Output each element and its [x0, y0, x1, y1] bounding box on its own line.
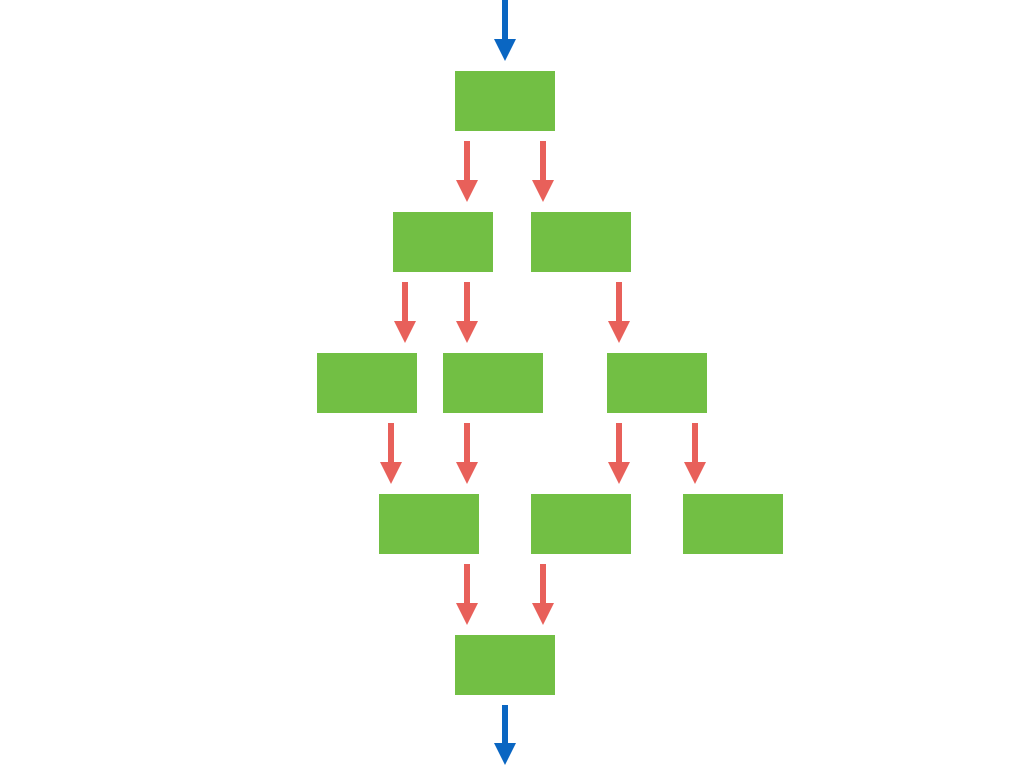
edge-arrow-n8-n10-shaft	[540, 564, 546, 604]
edge-arrow-n2-n5-head	[456, 321, 478, 343]
node-n4	[317, 353, 417, 413]
edge-arrow-n5-n7-shaft	[464, 423, 470, 463]
node-box-n4	[317, 353, 417, 413]
exit-arrow-shaft	[502, 705, 508, 744]
edge-arrow-n6-n8-shaft	[616, 423, 622, 463]
entry-arrow-head	[494, 39, 516, 61]
exit-arrow-head	[494, 743, 516, 765]
edge-arrow-n7-n10-head	[456, 603, 478, 625]
edge-arrow-n1-n2-shaft	[464, 141, 470, 181]
edge-arrow-n8-n10	[532, 564, 554, 625]
edge-arrow-n7-n10	[456, 564, 478, 625]
nodes-layer	[317, 71, 783, 695]
exit-arrow	[494, 705, 516, 765]
edge-arrow-n1-n3	[532, 141, 554, 202]
edge-arrow-n3-n6	[608, 282, 630, 343]
entry-arrow	[494, 0, 516, 61]
edge-arrow-n6-n8	[608, 423, 630, 484]
edge-arrow-n8-n10-head	[532, 603, 554, 625]
edge-arrow-n3-n6-head	[608, 321, 630, 343]
edge-arrow-n6-n8-head	[608, 462, 630, 484]
node-box-n9	[683, 494, 783, 554]
edge-arrow-n4-n7	[380, 423, 402, 484]
node-box-n10	[455, 635, 555, 695]
node-box-n2	[393, 212, 493, 272]
node-n7	[379, 494, 479, 554]
edge-arrow-n2-n5-shaft	[464, 282, 470, 322]
node-box-n3	[531, 212, 631, 272]
edge-arrow-n2-n4-shaft	[402, 282, 408, 322]
edge-arrow-n2-n5	[456, 282, 478, 343]
edge-arrow-n1-n3-head	[532, 180, 554, 202]
node-n6	[607, 353, 707, 413]
edge-arrow-n1-n2-head	[456, 180, 478, 202]
edge-arrow-n3-n6-shaft	[616, 282, 622, 322]
edge-arrow-n7-n10-shaft	[464, 564, 470, 604]
node-box-n7	[379, 494, 479, 554]
node-n5	[443, 353, 543, 413]
arrows-layer	[380, 0, 706, 765]
edge-arrow-n1-n2	[456, 141, 478, 202]
node-box-n1	[455, 71, 555, 131]
edge-arrow-n5-n7-head	[456, 462, 478, 484]
node-n3	[531, 212, 631, 272]
entry-arrow-shaft	[502, 0, 508, 40]
edge-arrow-n6-n9-head	[684, 462, 706, 484]
edge-arrow-n1-n3-shaft	[540, 141, 546, 181]
edge-arrow-n6-n9-shaft	[692, 423, 698, 463]
edge-arrow-n6-n9	[684, 423, 706, 484]
edge-arrow-n4-n7-shaft	[388, 423, 394, 463]
edge-arrow-n2-n4	[394, 282, 416, 343]
node-n9	[683, 494, 783, 554]
edge-arrow-n5-n7	[456, 423, 478, 484]
node-n8	[531, 494, 631, 554]
edge-arrow-n4-n7-head	[380, 462, 402, 484]
node-box-n5	[443, 353, 543, 413]
node-n10	[455, 635, 555, 695]
node-n2	[393, 212, 493, 272]
node-box-n6	[607, 353, 707, 413]
edge-arrow-n2-n4-head	[394, 321, 416, 343]
node-box-n8	[531, 494, 631, 554]
node-n1	[455, 71, 555, 131]
